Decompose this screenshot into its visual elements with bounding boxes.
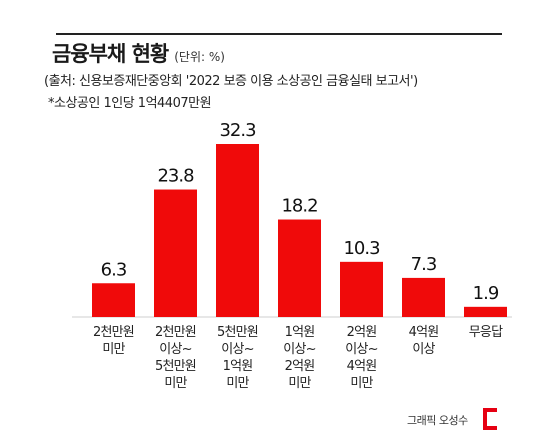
category-label: 4억원 이상 (409, 325, 439, 357)
bar-value-label: 6.3 (101, 259, 127, 280)
bar (278, 219, 321, 317)
bar-value-label: 23.8 (157, 166, 194, 187)
source-note: (출처: 신용보증재단중앙회 '2022 보증 이용 소상공인 금융실태 보고서… (44, 74, 418, 89)
bar-value-label: 1.9 (473, 283, 499, 304)
bar (464, 306, 507, 317)
unit-label: (단위: %) (174, 50, 225, 64)
footnote: *소상공인 1인당 1억4407만원 (48, 96, 212, 111)
bar-value-label: 7.3 (411, 254, 437, 275)
category-label: 무응답 (469, 325, 503, 340)
graphic-credit: 그래픽 오성수 (407, 414, 468, 427)
bar (92, 283, 135, 317)
bar (340, 261, 383, 317)
bar-value-label: 32.3 (219, 120, 256, 141)
top-rule (56, 33, 502, 35)
category-label: 5천만원 이상~ 1억원 미만 (217, 325, 258, 391)
red-bracket-logo-icon (483, 408, 497, 430)
category-label: 2억원 이상~ 4억원 미만 (345, 325, 377, 391)
category-label: 2천만원 미만 (93, 325, 134, 357)
bar (402, 277, 445, 317)
chart-title: 금융부채 현황 (52, 42, 169, 66)
title-row: 금융부채 현황 (단위: %) (52, 38, 225, 68)
category-label: 1억원 이상~ 2억원 미만 (283, 325, 315, 391)
bar (154, 189, 197, 317)
category-label: 2천만원 이상~ 5천만원 미만 (155, 325, 196, 391)
bar (216, 144, 259, 317)
bar-value-label: 10.3 (343, 238, 380, 259)
bar-value-label: 18.2 (281, 196, 317, 217)
